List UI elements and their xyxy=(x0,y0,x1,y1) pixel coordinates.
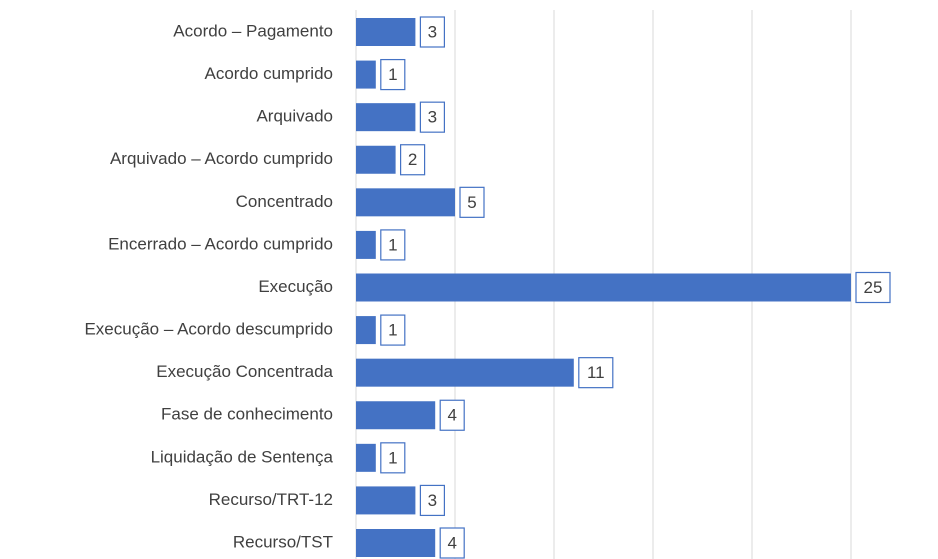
data-label-box xyxy=(439,527,465,559)
bar xyxy=(356,529,436,557)
data-label: 1 xyxy=(388,235,397,254)
data-label-box xyxy=(380,442,406,474)
bar xyxy=(356,18,416,46)
data-label: 5 xyxy=(467,193,476,212)
data-label-box xyxy=(439,399,465,431)
y-tick-label: Acordo cumprido xyxy=(204,64,333,83)
data-label: 2 xyxy=(408,150,417,169)
bar xyxy=(356,145,396,174)
data-label-box xyxy=(380,58,406,91)
data-label: 25 xyxy=(864,278,883,297)
data-label-box xyxy=(855,271,891,304)
bar xyxy=(356,188,455,217)
bar xyxy=(356,103,416,132)
data-label: 1 xyxy=(388,321,397,340)
data-label: 1 xyxy=(388,448,397,467)
y-tick-label: Concentrado xyxy=(236,192,333,211)
data-label-box xyxy=(419,484,445,517)
data-label-box xyxy=(419,101,445,133)
bar xyxy=(356,443,376,472)
bar xyxy=(356,273,851,302)
y-tick-label: Arquivado xyxy=(256,107,333,126)
bar xyxy=(356,230,376,259)
data-label: 4 xyxy=(447,406,456,425)
data-label-box xyxy=(400,144,426,176)
y-tick-label: Liquidação de Sentença xyxy=(151,447,334,466)
data-label-box xyxy=(380,314,406,346)
y-tick-label: Fase de conhecimento xyxy=(161,405,333,424)
bar xyxy=(356,60,376,89)
bar xyxy=(356,358,574,387)
data-label-box xyxy=(459,186,485,218)
data-label: 4 xyxy=(447,533,456,552)
y-tick-label: Execução xyxy=(258,277,333,296)
y-tick-label: Acordo – Pagamento xyxy=(173,21,333,40)
y-tick-label: Arquivado – Acordo cumprido xyxy=(110,149,333,168)
y-tick-label: Execução Concentrada xyxy=(156,362,333,381)
y-tick-label: Recurso/TRT-12 xyxy=(209,490,333,509)
data-label: 3 xyxy=(428,491,437,510)
data-label-box xyxy=(419,16,445,48)
y-tick-label: Recurso/TST xyxy=(233,532,333,551)
y-tick-label: Execução – Acordo descumprido xyxy=(84,320,333,339)
data-label: 3 xyxy=(428,108,437,127)
bar xyxy=(356,401,436,430)
data-label-box xyxy=(578,357,614,389)
bar xyxy=(356,316,376,345)
data-label-box xyxy=(380,229,406,261)
data-label: 3 xyxy=(428,22,437,41)
data-label: 11 xyxy=(587,363,605,382)
bar xyxy=(356,486,416,515)
data-label: 1 xyxy=(388,65,397,84)
y-tick-label: Encerrado – Acordo cumprido xyxy=(108,234,333,253)
